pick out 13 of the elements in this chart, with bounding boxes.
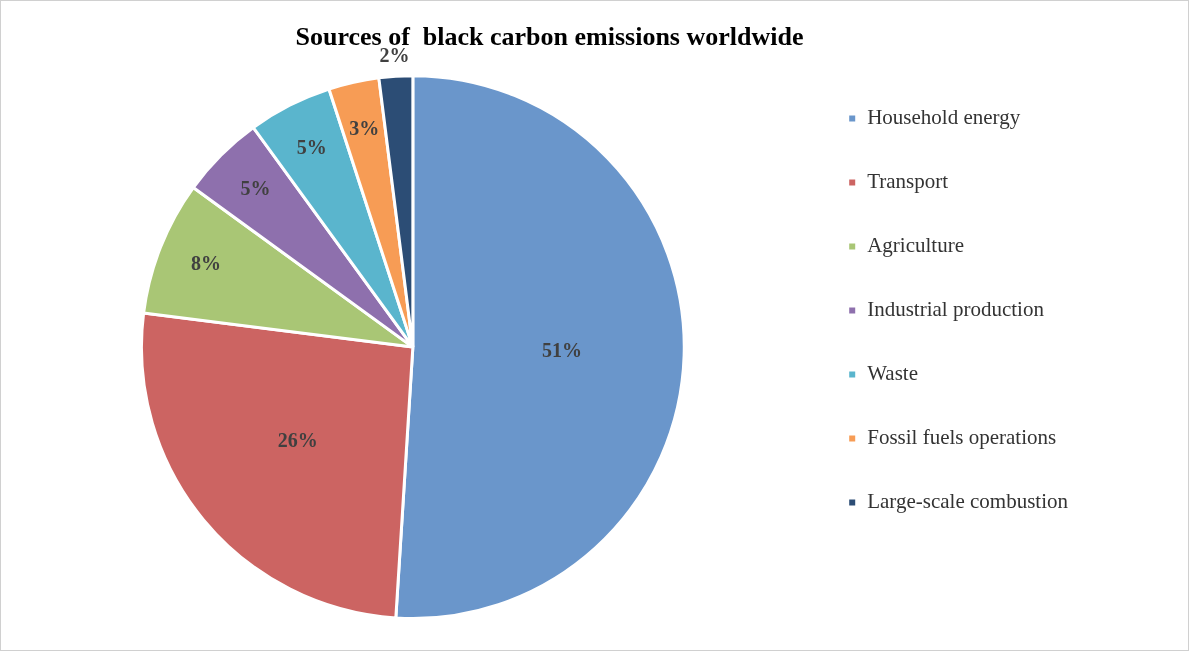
legend-label: Industrial production xyxy=(867,297,1045,322)
data-label: 5% xyxy=(240,176,271,199)
legend-label: Large-scale combustion xyxy=(867,489,1069,514)
legend-label: Fossil fuels operations xyxy=(867,425,1057,450)
legend-label: Agriculture xyxy=(867,233,964,258)
data-label: 8% xyxy=(190,252,221,275)
data-label: 26% xyxy=(277,429,318,452)
legend-label: Waste xyxy=(867,361,918,386)
data-label: 5% xyxy=(296,135,327,158)
legend-label: Transport xyxy=(867,169,949,194)
data-label: 51% xyxy=(542,338,583,361)
legend-label: Household energy xyxy=(867,105,1021,130)
data-label: 3% xyxy=(349,117,380,140)
